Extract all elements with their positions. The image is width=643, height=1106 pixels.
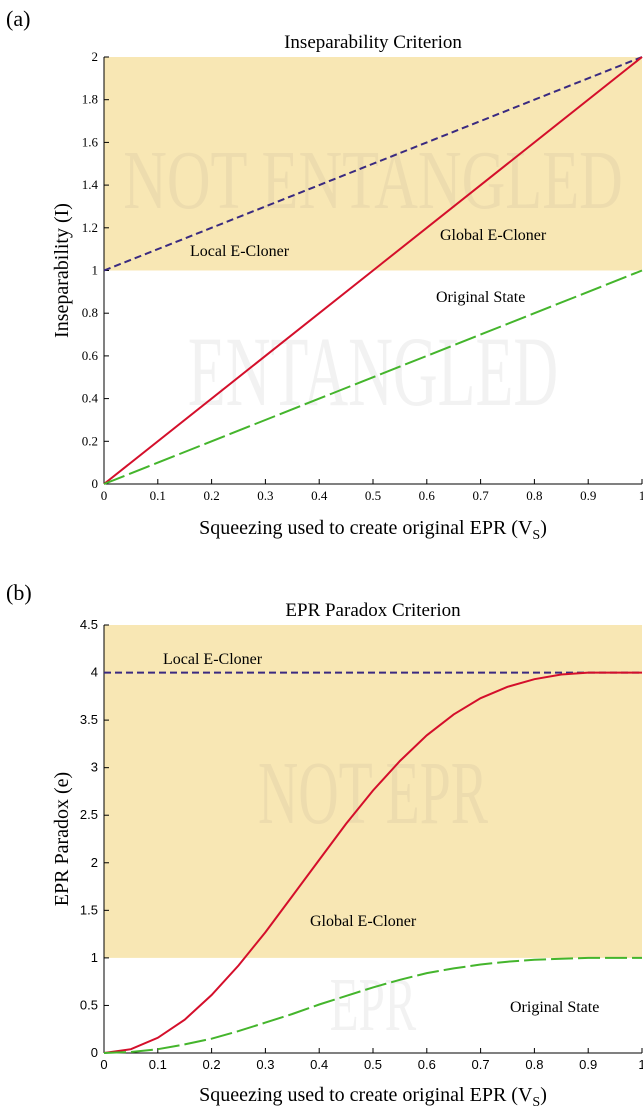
y-tick-label: 0.5 <box>80 997 98 1012</box>
series-label: Global E-Cloner <box>310 913 417 930</box>
region-label-lower: ENTANGLED <box>188 316 558 427</box>
x-axis-label: Squeezing used to create original EPR (V… <box>199 1084 547 1106</box>
x-tick-label: 0.3 <box>256 1057 274 1072</box>
region-label-upper: NOT EPR <box>258 744 488 844</box>
y-tick-label: 3.5 <box>80 712 98 727</box>
y-tick-label: 0 <box>91 1045 98 1060</box>
y-tick-label: 1.5 <box>80 902 98 917</box>
region-label-upper: NOT ENTANGLED <box>123 133 623 226</box>
series-label: Original State <box>436 289 525 306</box>
series-label: Local E-Cloner <box>163 651 263 668</box>
y-tick-label: 1.6 <box>82 134 99 149</box>
y-tick-label: 1.8 <box>82 92 98 107</box>
chart-a: NOT ENTANGLED ENTANGLED 0 0.1 0.2 0.3 0.4 0.5 0.… <box>51 32 643 543</box>
x-tick-label: 0.7 <box>472 1057 490 1072</box>
y-tick-label: 0.4 <box>82 391 99 406</box>
region-label-lower: EPR <box>330 963 417 1047</box>
y-tick-label: 2 <box>91 855 98 870</box>
x-tick-label: 0.1 <box>149 1057 167 1072</box>
y-tick-label: 1.2 <box>82 220 98 235</box>
x-tick-label: 0.9 <box>580 488 596 503</box>
x-axis-label: Squeezing used to create original EPR (V… <box>199 517 547 543</box>
x-tick-label: 0.2 <box>203 488 219 503</box>
chart-title: Inseparability Criterion <box>284 32 462 53</box>
y-tick-label: 1 <box>92 263 99 278</box>
y-tick-label: 2 <box>92 49 99 64</box>
x-tick-label: 0.7 <box>472 488 489 503</box>
x-tick-label: 0.8 <box>526 488 542 503</box>
y-tick-label: 0.2 <box>82 433 98 448</box>
x-tick-label: 0.4 <box>311 488 328 503</box>
series-label: Local E-Cloner <box>190 243 290 260</box>
x-tick-label: 0.6 <box>419 488 436 503</box>
x-tick-label: 0.1 <box>150 488 166 503</box>
y-tick-label: 1 <box>91 950 98 965</box>
chart-title: EPR Paradox Criterion <box>285 600 461 621</box>
x-tick-label: 0.6 <box>418 1057 436 1072</box>
x-tick-label: 0.5 <box>364 1057 382 1072</box>
panel-label-a: (a) <box>6 6 31 31</box>
y-tick-label: 1.4 <box>82 177 99 192</box>
y-axis-label: Inseparability (I) <box>51 203 73 338</box>
series-label: Global E-Cloner <box>440 227 547 244</box>
x-tick-label: 1 <box>639 488 643 503</box>
y-tick-label: 3 <box>91 760 98 775</box>
series-line-original-state <box>103 956 642 1054</box>
panel-label-b: (b) <box>6 580 32 605</box>
series-line-original-state <box>103 269 643 485</box>
y-tick-label: 2.5 <box>80 807 98 822</box>
y-tick-label: 4.5 <box>80 617 98 632</box>
chart-b: NOT EPR EPR 0 0.1 0.2 0.3 0.4 0.5 0.6 0.7 0.8 0.9 1 0… <box>51 600 643 1106</box>
x-tick-label: 0 <box>101 488 108 503</box>
x-tick-label: 1 <box>638 1057 643 1072</box>
y-tick-label: 0.6 <box>82 348 99 363</box>
x-tick-label: 0.2 <box>203 1057 221 1072</box>
x-tick-label: 0 <box>100 1057 107 1072</box>
series-line-global-e-cloner <box>103 56 643 485</box>
y-tick-label: 0 <box>92 476 99 491</box>
x-tick-label: 0.9 <box>579 1057 597 1072</box>
x-tick-label: 0.4 <box>310 1057 328 1072</box>
x-tick-label: 0.3 <box>257 488 273 503</box>
y-tick-label: 0.8 <box>82 305 98 320</box>
y-axis-label: EPR Paradox (e) <box>51 772 73 906</box>
x-tick-label: 0.5 <box>365 488 381 503</box>
x-tick-label: 0.8 <box>525 1057 543 1072</box>
series-line-local-e-cloner <box>103 56 643 272</box>
series-label: Original State <box>510 999 599 1016</box>
series-line-global-e-cloner <box>103 671 642 1054</box>
y-tick-label: 4 <box>91 665 98 680</box>
